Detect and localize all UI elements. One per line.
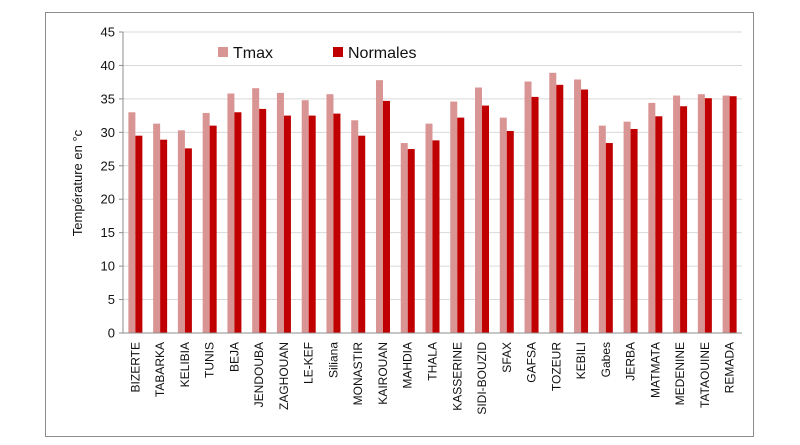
bar-normales xyxy=(259,108,267,333)
bar-normales xyxy=(283,115,291,333)
bar-normales xyxy=(482,105,490,333)
bar-tmax xyxy=(276,92,284,333)
bar-tmax xyxy=(252,88,260,333)
x-tick-label: TUNIS xyxy=(203,342,217,378)
x-tick-label: LE-KEF xyxy=(302,342,316,384)
bar-tmax xyxy=(425,123,433,333)
y-tick-label: 30 xyxy=(101,125,115,140)
x-tick-label: JENDOUBA xyxy=(252,342,266,407)
bar-normales xyxy=(209,125,217,334)
y-tick-label: 25 xyxy=(101,158,115,173)
x-tick-label: SIDI-BOUZID xyxy=(475,342,489,415)
y-tick-labels: 0 5 10 15 20 25 30 35 40 45 xyxy=(101,25,115,341)
bar-normales xyxy=(531,96,539,333)
bar-normales xyxy=(704,98,712,333)
y-axis-label: Température en °c xyxy=(70,129,85,236)
y-tick-label: 45 xyxy=(101,25,115,40)
y-tick-label: 35 xyxy=(101,91,115,106)
bar-normales xyxy=(556,84,564,333)
x-tick-label: KASSERINE xyxy=(450,342,464,411)
bar-tmax xyxy=(623,121,631,334)
bar-normales xyxy=(382,100,390,333)
bar-normales xyxy=(308,115,316,333)
bar-normales xyxy=(184,148,192,333)
x-tick-label: TABARKA xyxy=(153,342,167,397)
bar-tmax xyxy=(202,112,210,334)
bar-tmax xyxy=(524,81,532,334)
x-tick-label: SFAX xyxy=(500,342,514,373)
legend: Tmax Normales xyxy=(218,45,416,62)
bars xyxy=(128,72,737,334)
bar-normales xyxy=(333,113,341,333)
bar-tmax xyxy=(499,117,507,334)
bar-tmax xyxy=(375,80,383,333)
x-tick-label: BIZERTE xyxy=(128,342,142,392)
bar-tmax xyxy=(153,123,161,333)
legend-label-normales: Normales xyxy=(348,45,416,62)
x-tick-label: MAHDIA xyxy=(401,342,415,389)
legend-swatch-tmax xyxy=(218,47,228,57)
bar-normales xyxy=(135,135,143,333)
x-tick-label: Gabes xyxy=(599,342,613,377)
bar-normales xyxy=(729,96,737,333)
bar-tmax xyxy=(177,130,185,333)
bar-tmax xyxy=(400,143,408,333)
bar-tmax xyxy=(697,94,705,333)
x-tick-labels: BIZERTE TABARKA KELIBIA TUNIS BEJA JENDOUBA ZA… xyxy=(128,342,736,415)
bar-tmax xyxy=(673,95,681,334)
bar-normales xyxy=(160,139,168,333)
bar-tmax xyxy=(549,72,557,334)
y-tick-label: 40 xyxy=(101,58,115,73)
legend-swatch-normales xyxy=(333,47,343,57)
x-tick-label: KAIROUAN xyxy=(376,342,390,405)
y-tick-label: 20 xyxy=(101,192,115,207)
bar-tmax xyxy=(475,87,483,333)
y-tick-label: 10 xyxy=(101,259,115,274)
x-tick-label: TOZEUR xyxy=(549,342,563,391)
y-tick-label: 15 xyxy=(101,225,115,240)
bar-tmax xyxy=(598,125,606,334)
x-tick-label: BEJA xyxy=(227,342,241,372)
bar-normales xyxy=(680,106,688,333)
bar-tmax xyxy=(227,93,235,333)
y-tick-label: 0 xyxy=(108,326,115,341)
x-tick-label: KELIBIA xyxy=(178,342,192,387)
bar-normales xyxy=(407,149,415,333)
x-tick-label: REMADA xyxy=(723,342,737,393)
bar-tmax xyxy=(351,120,359,333)
x-tick-label: KEBILI xyxy=(574,342,588,379)
axes xyxy=(119,31,742,334)
bar-tmax xyxy=(574,79,582,333)
bar-tmax xyxy=(301,100,309,333)
bar-normales xyxy=(581,89,589,333)
x-tick-label: MEDENINE xyxy=(673,342,687,405)
legend-label-tmax: Tmax xyxy=(233,45,273,62)
bar-tmax xyxy=(326,94,334,333)
x-tick-label: GAFSA xyxy=(525,342,539,383)
x-tick-label: MONASTIR xyxy=(351,342,365,406)
y-tick-label: 5 xyxy=(108,292,115,307)
x-tick-label: JERBA xyxy=(624,342,638,381)
bar-tmax xyxy=(722,95,730,334)
bar-normales xyxy=(506,130,514,333)
bar-normales xyxy=(655,116,663,333)
x-tick-label: Siliana xyxy=(326,342,340,378)
bar-tmax xyxy=(128,112,136,334)
x-tick-label: TATAOUINE xyxy=(698,342,712,408)
bar-normales xyxy=(358,135,366,333)
x-tick-label: THALA xyxy=(426,342,440,381)
bar-normales xyxy=(605,143,613,333)
x-tick-label: ZAGHOUAN xyxy=(277,342,291,410)
bar-normales xyxy=(630,128,638,333)
bar-tmax xyxy=(648,102,656,333)
x-tick-label: MATMATA xyxy=(648,342,662,398)
bar-normales xyxy=(234,112,242,334)
bar-normales xyxy=(432,140,440,333)
bar-normales xyxy=(457,117,465,334)
bar-tmax xyxy=(450,101,458,333)
